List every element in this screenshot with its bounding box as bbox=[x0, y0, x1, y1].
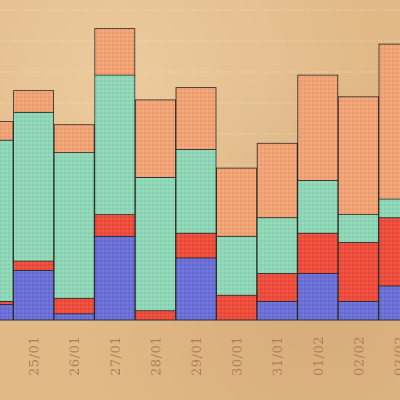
bar-segment-texture bbox=[0, 140, 13, 302]
bar-segment-texture bbox=[176, 233, 216, 258]
x-tick-label: 29/01 bbox=[190, 336, 205, 376]
bar-segment-texture bbox=[379, 217, 400, 286]
bar-segment-texture bbox=[13, 261, 54, 271]
x-tick-label: 31/01 bbox=[271, 336, 286, 376]
bar-segment-texture bbox=[94, 28, 135, 76]
bar-segment-texture bbox=[176, 87, 216, 150]
x-axis-tick-labels: 24/01 25/01 26/01 27/01 28/01 29/01 30/01 31/01… bbox=[0, 336, 400, 376]
bar-segment-texture bbox=[379, 285, 400, 320]
bar-segment-texture bbox=[54, 298, 95, 314]
bar-segment-texture bbox=[54, 152, 95, 299]
bar-segment-texture bbox=[94, 236, 135, 320]
bar-segment-texture bbox=[135, 177, 176, 311]
x-tick-label: 03/02 bbox=[393, 336, 400, 376]
bar-segment-texture bbox=[13, 90, 54, 113]
x-tick-label: 25/01 bbox=[28, 336, 43, 376]
bar-segment-texture bbox=[176, 258, 216, 320]
bar-segment-texture bbox=[216, 295, 257, 320]
bar-segment-texture bbox=[0, 121, 13, 141]
bar-segment-texture bbox=[13, 270, 54, 320]
x-tick-label: 01/02 bbox=[312, 336, 327, 376]
x-tick-label: 27/01 bbox=[109, 336, 124, 376]
bar-segment-texture bbox=[297, 233, 338, 274]
bar-segment-texture bbox=[94, 214, 135, 237]
bar-segment-texture bbox=[0, 301, 13, 305]
x-tick-label: 30/01 bbox=[231, 336, 246, 376]
bar-segment-texture bbox=[257, 143, 298, 218]
bar-segment-texture bbox=[135, 99, 176, 178]
bar-segment-texture bbox=[297, 75, 338, 181]
bar-segment-texture bbox=[257, 301, 298, 320]
bar-segment-texture bbox=[338, 242, 379, 302]
bar-segment-texture bbox=[176, 149, 216, 234]
bar-segment-texture bbox=[379, 199, 400, 218]
bar-segment-texture bbox=[379, 44, 400, 200]
bar-segment-texture bbox=[257, 273, 298, 302]
x-tick-label: 02/02 bbox=[352, 336, 367, 376]
bar-segment-texture bbox=[338, 96, 379, 215]
bar-segment-texture bbox=[216, 168, 257, 237]
x-tick-label: 24/01 bbox=[0, 336, 2, 376]
bar-segment-texture bbox=[297, 180, 338, 234]
bar-segment-texture bbox=[257, 217, 298, 274]
bar-segment-texture bbox=[216, 236, 257, 296]
bar-segment-texture bbox=[54, 124, 95, 153]
x-tick-label: 26/01 bbox=[68, 336, 83, 376]
bar-segment-texture bbox=[94, 75, 135, 215]
bar-segment-texture bbox=[338, 214, 379, 243]
bar-segment-texture bbox=[54, 313, 95, 320]
x-tick-label: 28/01 bbox=[149, 336, 164, 376]
bar-segment-texture bbox=[338, 301, 379, 320]
bar-segment-texture bbox=[0, 304, 13, 320]
bar-segment-texture bbox=[297, 273, 338, 320]
bar-segment-texture bbox=[135, 310, 176, 320]
bar-stacks bbox=[0, 28, 400, 321]
bar-segment-texture bbox=[13, 112, 54, 262]
